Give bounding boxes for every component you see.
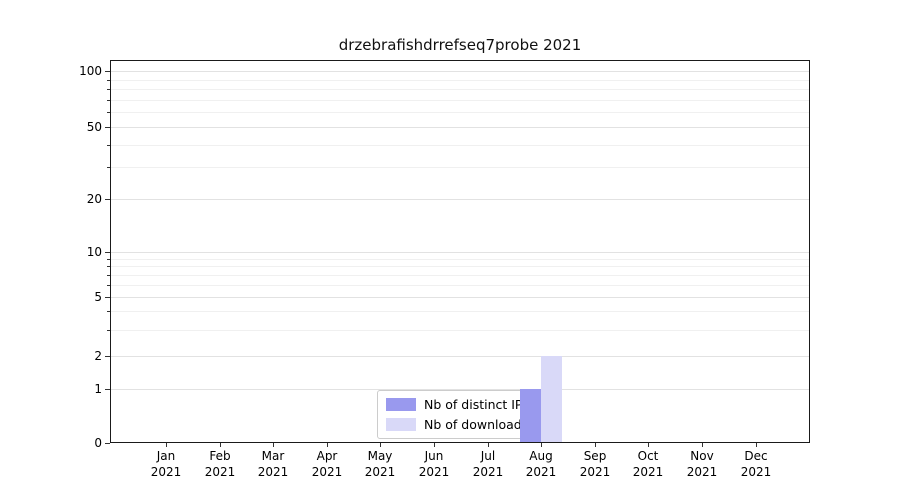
bar-downloads: [541, 356, 562, 443]
gridline-minor: [111, 89, 809, 90]
legend-item-distinct-ips: Nb of distinct IPs: [386, 397, 529, 412]
chart-title: drzebrafishdrrefseq7probe 2021: [338, 36, 582, 54]
xtick-label: Nov 2021: [686, 449, 718, 479]
ytick-label: 2: [94, 349, 102, 363]
xtick-label: Jun 2021: [418, 449, 450, 479]
ytick-mark-major: [105, 127, 110, 128]
ytick-label: 1: [94, 382, 102, 396]
ytick-label: 10: [86, 245, 102, 259]
xtick-label: Jul 2021: [472, 449, 504, 479]
ytick-mark-major: [105, 443, 110, 444]
gridline-major: [111, 389, 809, 390]
ytick-mark-minor: [107, 80, 110, 81]
gridline-major: [111, 127, 809, 128]
ytick-mark-minor: [107, 259, 110, 260]
ytick-mark-minor: [107, 167, 110, 168]
ytick-mark-major: [105, 252, 110, 253]
xtick-mark: [648, 443, 649, 447]
xtick-label: Dec 2021: [740, 449, 772, 479]
xtick-mark: [273, 443, 274, 447]
xtick-mark: [380, 443, 381, 447]
gridline-major: [111, 297, 809, 298]
ytick-mark-minor: [107, 285, 110, 286]
ytick-label: 20: [86, 192, 102, 206]
xtick-label: Apr 2021: [311, 449, 343, 479]
legend: Nb of distinct IPs Nb of downloads: [377, 390, 540, 439]
ytick-mark-major: [105, 389, 110, 390]
gridline-minor: [111, 145, 809, 146]
xtick-mark: [756, 443, 757, 447]
gridline-minor: [111, 266, 809, 267]
xtick-label: Mar 2021: [257, 449, 289, 479]
ytick-label: 5: [94, 290, 102, 304]
ytick-mark-minor: [107, 145, 110, 146]
gridline-minor: [111, 285, 809, 286]
legend-label-downloads: Nb of downloads: [424, 417, 529, 432]
xtick-mark: [166, 443, 167, 447]
legend-item-downloads: Nb of downloads: [386, 417, 529, 432]
ytick-mark-minor: [107, 100, 110, 101]
ytick-mark-major: [105, 71, 110, 72]
gridline-minor: [111, 275, 809, 276]
gridline-major: [111, 252, 809, 253]
ytick-mark-major: [105, 199, 110, 200]
xtick-mark: [702, 443, 703, 447]
xtick-label: Feb 2021: [204, 449, 236, 479]
ytick-label: 50: [86, 120, 102, 134]
ytick-mark-minor: [107, 311, 110, 312]
gridline-major: [111, 71, 809, 72]
bar-distinct-ips: [520, 389, 541, 443]
gridline-major: [111, 199, 809, 200]
xtick-mark: [327, 443, 328, 447]
gridline-minor: [111, 80, 809, 81]
ytick-label: 0: [94, 436, 102, 450]
ytick-label: 100: [79, 64, 102, 78]
gridline-minor: [111, 112, 809, 113]
xtick-mark: [220, 443, 221, 447]
xtick-label: Jan 2021: [150, 449, 182, 479]
ytick-mark-minor: [107, 89, 110, 90]
gridline-major: [111, 356, 809, 357]
ytick-mark-minor: [107, 266, 110, 267]
xtick-label: Oct 2021: [632, 449, 664, 479]
ytick-mark-major: [105, 356, 110, 357]
legend-swatch-distinct-ips: [386, 398, 416, 411]
xtick-mark: [541, 443, 542, 447]
gridline-minor: [111, 259, 809, 260]
ytick-mark-minor: [107, 330, 110, 331]
xtick-mark: [488, 443, 489, 447]
gridline-minor: [111, 167, 809, 168]
xtick-label: May 2021: [364, 449, 396, 479]
gridline-minor: [111, 311, 809, 312]
ytick-mark-minor: [107, 112, 110, 113]
xtick-label: Sep 2021: [579, 449, 611, 479]
ytick-mark-major: [105, 297, 110, 298]
xtick-label: Aug 2021: [525, 449, 557, 479]
ytick-mark-minor: [107, 275, 110, 276]
xtick-mark: [595, 443, 596, 447]
gridline-minor: [111, 100, 809, 101]
gridline-minor: [111, 330, 809, 331]
xtick-mark: [434, 443, 435, 447]
legend-label-distinct-ips: Nb of distinct IPs: [424, 397, 529, 412]
legend-swatch-downloads: [386, 418, 416, 431]
